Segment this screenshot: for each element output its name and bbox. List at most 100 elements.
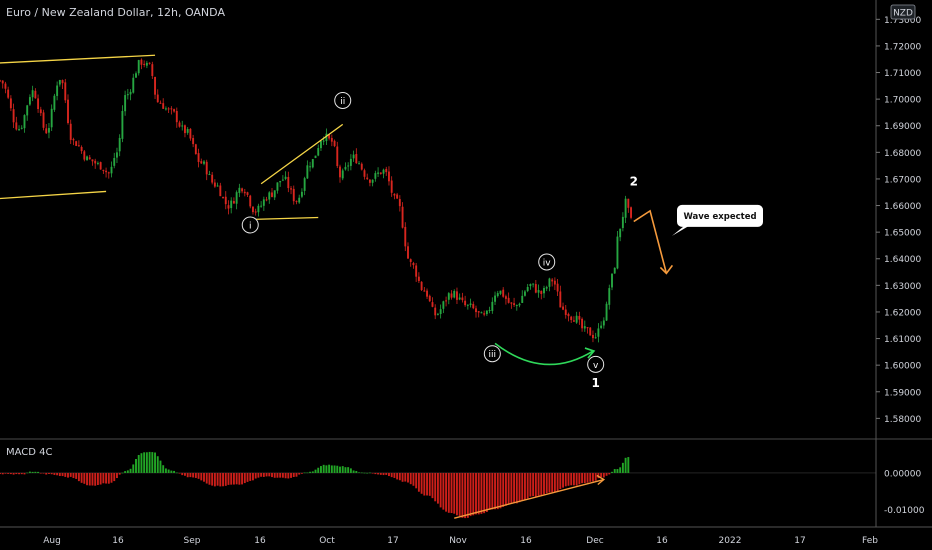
candle-body [249, 195, 252, 207]
candle-body [290, 188, 292, 190]
macd-bar [102, 472, 105, 484]
candle-body [287, 176, 290, 189]
macd-bar [553, 472, 556, 492]
macd-bar [189, 472, 192, 478]
macd-axis-label: 0.00000 [884, 469, 921, 479]
candle-body [344, 166, 347, 170]
macd-bar [145, 452, 148, 473]
candle-body [181, 125, 184, 127]
time-axis-label: 16 [656, 536, 668, 546]
time-axis[interactable]: Aug 16 Sep 16 Oct 17 Nov 16 Dec 16 2022 17 Feb [43, 536, 878, 546]
macd-bar [50, 472, 53, 475]
candle-body [58, 79, 61, 85]
candle-body [393, 193, 396, 196]
price-axis-label: 1.59000 [884, 388, 921, 398]
candle-body [586, 327, 589, 329]
candle-body [458, 297, 461, 300]
candle-body [532, 283, 535, 285]
candle-body [336, 146, 339, 167]
candle-body [456, 291, 458, 300]
candle-body [189, 128, 192, 139]
macd-bar [167, 469, 170, 473]
candle-body [417, 276, 420, 281]
candle-body [238, 187, 241, 193]
macd-bar [254, 472, 257, 479]
candle-body [246, 192, 249, 195]
candle-body [170, 108, 173, 110]
trendline [252, 216, 319, 221]
candle-body [298, 197, 301, 203]
macd-bar [453, 472, 456, 514]
macd-axis[interactable]: 0.00000 -0.01000 [884, 469, 925, 516]
macd-bar [42, 472, 45, 474]
candle-body [355, 154, 358, 164]
macd-bar [279, 472, 282, 478]
candle-body [80, 146, 83, 152]
macd-bar [412, 472, 415, 486]
candle-body [548, 278, 551, 287]
candle-body [314, 155, 317, 158]
candle-body [374, 173, 377, 179]
macd-bar [105, 472, 108, 484]
macd-bar [543, 472, 545, 495]
candle-body [260, 205, 263, 207]
candle-body [333, 140, 336, 147]
macd-bar [1, 472, 4, 475]
candle-body [407, 246, 409, 259]
macd-pane[interactable] [0, 451, 876, 519]
candle-body [88, 157, 91, 160]
macd-bar [235, 472, 238, 485]
candle-body [91, 159, 94, 162]
candle-body [151, 64, 154, 76]
macd-bar [360, 472, 363, 474]
candle-body [107, 172, 110, 174]
candle-body [99, 162, 102, 170]
indicator-label[interactable]: MACD 4C [6, 447, 53, 458]
candle-body [368, 179, 371, 183]
candle-body [466, 304, 469, 306]
price-axis-label: 1.62000 [884, 308, 921, 318]
candle-body [23, 115, 26, 129]
candle-body [382, 169, 385, 174]
macd-bar [39, 472, 42, 474]
candle-body [347, 165, 350, 167]
macd-bar [621, 462, 624, 473]
macd-bar [491, 472, 494, 510]
price-axis-label: 1.72000 [884, 42, 921, 52]
macd-bar [540, 472, 543, 496]
macd-bar [499, 472, 502, 509]
candle-body [581, 318, 584, 329]
price-pane[interactable] [0, 58, 632, 343]
candle-body [137, 60, 140, 74]
candle-body [61, 80, 64, 84]
macd-bar [485, 472, 488, 512]
wave-label: ii [340, 97, 345, 107]
candle-body [401, 206, 404, 228]
candle-body [284, 176, 287, 179]
trendline [260, 123, 344, 185]
macd-bar [436, 472, 439, 504]
candle-body [300, 191, 303, 197]
candle-body [461, 297, 464, 301]
macd-bar [159, 460, 162, 473]
candle-body [483, 313, 486, 315]
candle-body [341, 170, 344, 179]
candle-body [583, 326, 586, 329]
macd-bar [287, 472, 290, 479]
candle-body [428, 295, 431, 302]
candle-body [37, 98, 40, 110]
currency-badge[interactable]: NZD [890, 4, 916, 20]
candle-body [110, 166, 113, 174]
macd-bar [126, 470, 129, 473]
candle-body [515, 305, 518, 307]
candle-body [64, 82, 67, 101]
price-axis[interactable]: 1.73000 1.72000 1.71000 1.70000 1.69000 1.680… [876, 16, 921, 425]
price-axis-label: 1.64000 [884, 255, 921, 265]
macd-bar [132, 464, 135, 473]
candle-body [439, 309, 442, 315]
time-axis-label: 17 [794, 536, 805, 546]
macd-bar [64, 472, 67, 477]
candle-body [235, 192, 238, 204]
